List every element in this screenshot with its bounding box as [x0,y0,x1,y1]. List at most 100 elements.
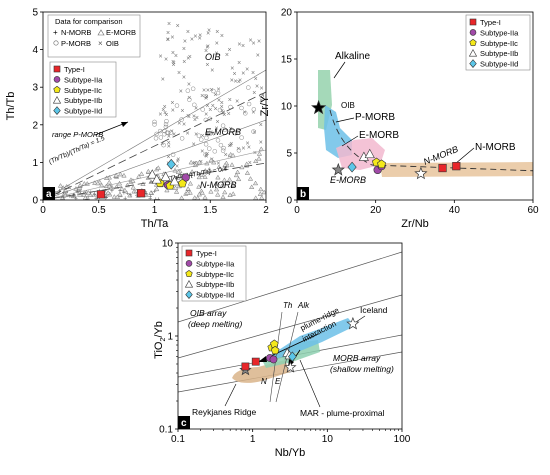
oib-point: × [187,81,191,88]
pmorb-point [246,101,252,107]
oib-point: × [171,59,175,66]
data-point [269,355,278,364]
emorb-point [154,186,160,192]
oib-point: × [229,143,233,150]
oib-point: × [161,107,165,114]
oib-point: × [171,50,175,57]
nmorb-point: + [152,188,156,195]
oib-point: × [213,92,217,99]
pmorb-point [251,129,256,134]
data-point [137,189,146,198]
x-axis-label: Th/Ta [141,218,169,230]
pmorb-point [204,135,209,141]
legend-pmorb-label: P-MORB [61,39,91,48]
oib-point: × [177,120,181,127]
oib-point: × [221,109,225,116]
oib-point: × [193,117,197,124]
emorb-point [148,190,154,195]
nmorb-point: + [104,195,108,202]
emorb-leader [341,135,359,147]
oib-point: × [198,32,202,39]
x-tick-label: 1 [250,434,256,445]
emorb-point [198,172,204,177]
oib-point: × [214,126,218,133]
oib-point: × [182,46,186,53]
emorb-point [202,174,208,179]
data-point [364,148,375,159]
oib-point: × [227,143,231,150]
emorb-point [187,180,194,186]
nmorb-point: + [74,195,78,202]
pmorb-point [220,148,226,153]
emorb-point [202,194,208,200]
nmorb-point: + [94,196,98,203]
oib-point: × [237,60,241,67]
y-tick-label: 5 [286,149,292,160]
data-point [347,161,357,173]
nmorb-point: + [156,197,160,204]
emorb-point [87,192,93,197]
oib-point: × [175,158,179,165]
oib-point: × [192,141,196,148]
legend-marker [53,65,61,73]
oib-point: × [170,129,174,136]
emorb-point [222,189,228,195]
emorb-point [208,157,214,163]
emorb-point [105,190,111,195]
nmorb-point: + [125,190,129,197]
legend-label: Subtype-IIb [480,49,518,58]
oib-point: × [195,115,199,122]
y-tick-label: 0.1 [159,425,173,436]
emorb-point [253,158,259,164]
pmorb-point [203,152,208,157]
emorb-point [121,172,127,178]
emorb-point [206,167,212,172]
legend-label: Subtype-IIb [64,96,102,105]
emorb-point [220,194,226,199]
data-point [377,159,387,169]
emorb-point [173,189,180,194]
mixing-curve [329,109,533,172]
pmorb-point [174,103,180,108]
oib-symbol: × [98,39,103,48]
panel-c-letter-box [178,416,190,429]
panel-a-letter-box [43,187,55,200]
y-tick-label: 2 [32,120,38,131]
pmorb-point [207,116,213,122]
pmorb-point [236,148,242,153]
emorb-point [230,182,236,187]
emorb-point [122,187,128,193]
oib-array-bottom [178,294,402,359]
oib-point: × [164,112,168,119]
oib-point: × [177,70,181,77]
iceland-leader [355,315,366,323]
label-mar: MAR - plume-proximal [300,408,385,418]
label-iceland: Iceland [360,305,388,315]
label-e: E [275,377,281,386]
emorb-point [233,172,240,178]
y-tick-label: 10 [281,102,293,113]
pmorb-point [215,90,221,96]
oib-point: × [175,164,179,171]
oib-point: × [251,110,255,117]
data-point [287,351,297,362]
x-tick-label: 60 [527,205,539,216]
oib-point: × [220,33,224,40]
emorb-point [213,186,220,192]
oib-point: × [161,76,165,83]
oib-point: × [192,114,196,121]
nmorb-point: + [61,194,65,201]
oib-point: × [222,112,226,119]
oib-point: × [210,68,214,75]
x-tick-label: 1 [152,205,158,216]
panel-a: ××××××××××××××××××××××××××××××××××××××××… [5,8,269,231]
oib-point: × [227,111,231,118]
legend-comparison-title: Data for comparison [55,17,123,26]
legend-label: Subtype-IIa [196,259,235,268]
pmorb-point [218,142,224,148]
data-point [270,345,280,355]
legend-label: Subtype-IIc [480,39,518,48]
oib-point: × [210,132,214,139]
